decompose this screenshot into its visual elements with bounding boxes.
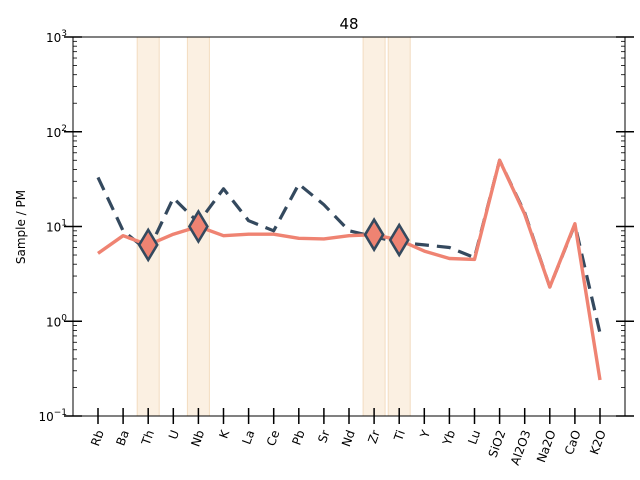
- highlight-band: [136, 36, 160, 417]
- solid-series-line: [97, 158, 602, 381]
- x-tick-labels: Rb Ba Th U Nb K La Ce Pb Sr Nd Zr Ti Y Yb Lu SiO2 Al2O3 Na…: [88, 427, 609, 467]
- x-tick-label: CaO: [562, 428, 584, 456]
- chart-title: 48: [339, 15, 358, 33]
- x-tick-label: Ba: [113, 428, 131, 447]
- x-tick-label: Sr: [315, 428, 332, 445]
- x-tick-label: SiO2: [486, 428, 509, 459]
- y-tick-label: 103: [46, 29, 67, 45]
- y-tick-label: 100: [46, 313, 67, 329]
- y-tick-label: 10−1: [38, 408, 67, 424]
- y-tick-label: 102: [46, 124, 67, 140]
- x-tick-label: Ti: [391, 428, 408, 443]
- x-tick-label: Rb: [88, 428, 107, 448]
- data-markers: [137, 208, 410, 263]
- x-tick-label: Nd: [339, 428, 358, 448]
- diamond-marker: [363, 217, 385, 253]
- x-tick-label: K: [216, 427, 232, 440]
- x-tick-label: K2O: [587, 428, 609, 456]
- diamond-marker: [388, 222, 410, 258]
- y-axis-label: Sample / PM: [14, 190, 28, 264]
- diamond-marker: [137, 227, 159, 263]
- series-lines: [96, 158, 602, 381]
- axes: [64, 36, 634, 424]
- dashed-series-line: [96, 158, 602, 334]
- x-tick-label: Yb: [440, 428, 459, 448]
- y-tick-label: 101: [46, 219, 67, 235]
- x-tick-label: Pb: [289, 428, 307, 447]
- x-tick-label: Zr: [365, 428, 383, 445]
- x-tick-label: Lu: [465, 428, 483, 446]
- x-tick-label: La: [239, 428, 257, 446]
- x-tick-label: Al2O3: [508, 428, 534, 467]
- x-tick-label: Ce: [264, 428, 283, 448]
- x-tick-label: Nb: [188, 428, 207, 448]
- y-tick-labels: 10−1 100 101 102 103: [38, 29, 67, 424]
- x-tick-label: U: [166, 428, 182, 441]
- diamond-marker: [187, 208, 209, 245]
- x-tick-label: Na2O: [534, 428, 559, 464]
- x-tick-label: Y: [417, 428, 433, 441]
- x-tick-label: Th: [138, 428, 157, 448]
